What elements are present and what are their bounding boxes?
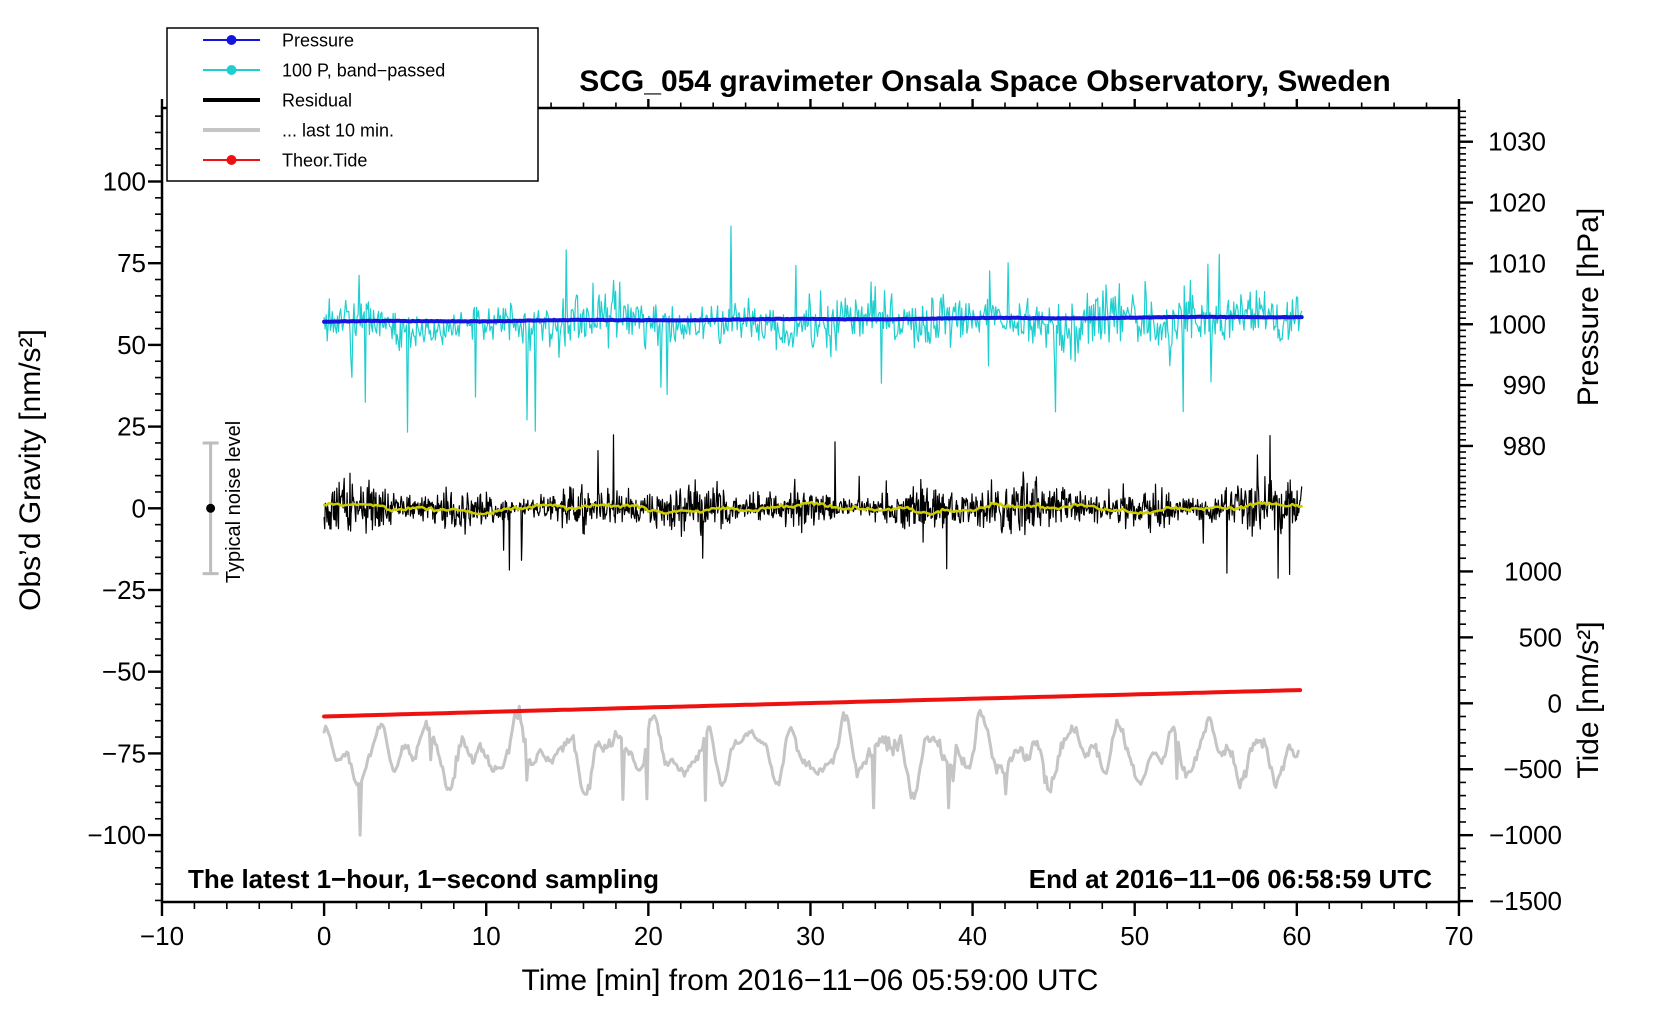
legend-sample-dot [226, 35, 237, 45]
time-tick-label: 50 [1120, 921, 1149, 951]
legend: Pressure 100 P, band−passed Residual ... la… [166, 27, 539, 182]
pressure-tick-label: 1010 [1488, 248, 1546, 278]
pressure-axis-title: Pressure [hPa] [1572, 208, 1605, 406]
chart-title: SCG_054 gravimeter Onsala Space Observat… [579, 65, 1391, 98]
legend-item-label: Pressure [282, 31, 354, 51]
gravity-tick-label: 0 [132, 493, 146, 523]
end-time-note: End at 2016−11−06 06:58:59 UTC [1029, 864, 1432, 894]
tide-tick-label: 1000 [1504, 556, 1562, 586]
tide-axis-title: Tide [nm/s²] [1572, 621, 1605, 778]
gravity-tick-label: 25 [117, 412, 146, 442]
pressure-tick-label: 1030 [1488, 127, 1546, 157]
gravity-tick-label: 50 [117, 330, 146, 360]
data-series [322, 225, 1304, 837]
gravity-tick-label: −100 [87, 820, 146, 850]
pressure-tick-label: 980 [1503, 431, 1546, 461]
pressure-tick-label: 1020 [1488, 188, 1546, 218]
tide-tick-label: −1000 [1489, 820, 1562, 850]
gravity-tick-label: 75 [117, 248, 146, 278]
legend-sample-dot [226, 155, 237, 165]
legend-sample-dot [226, 65, 237, 75]
time-tick-label: 70 [1444, 921, 1473, 951]
tide-tick-label: 0 [1548, 688, 1562, 718]
pressure-tick-label: 990 [1503, 370, 1546, 400]
series-theor-tide [322, 688, 1303, 719]
time-tick-label: 0 [317, 921, 331, 951]
noise-level-indicator [202, 441, 219, 576]
gravity-tick-label: −25 [102, 575, 146, 605]
series--last-10-min- [322, 704, 1300, 837]
series-residual-low-pass [322, 500, 1303, 516]
legend-box [166, 27, 539, 182]
series-pressure [322, 314, 1304, 324]
time-tick-label: 10 [472, 921, 501, 951]
time-tick-label: 40 [958, 921, 987, 951]
gravity-axis-title: Obs’d Gravity [nm/s²] [14, 329, 47, 611]
legend-item-label: Theor.Tide [282, 151, 367, 171]
plot-frame [160, 106, 1461, 904]
tide-tick-label: −500 [1503, 754, 1562, 784]
time-tick-label: 30 [796, 921, 825, 951]
noise-level-label: Typical noise level [223, 421, 245, 583]
tide-tick-label: 500 [1519, 622, 1562, 652]
gravity-tick-label: −75 [102, 738, 146, 768]
legend-item-label: 100 P, band−passed [282, 61, 445, 81]
legend-item-label: ... last 10 min. [282, 121, 394, 141]
gravity-tick-label: −50 [102, 657, 146, 687]
time-tick-label: 20 [634, 921, 663, 951]
time-tick-label: 60 [1282, 921, 1311, 951]
series-100-p-band-passed [323, 225, 1303, 433]
noise-center-dot [206, 503, 216, 513]
legend-item-label: Residual [282, 91, 352, 111]
sampling-note: The latest 1−hour, 1−second sampling [188, 864, 659, 894]
tide-tick-label: −1500 [1489, 886, 1562, 916]
series-residual [323, 434, 1303, 579]
time-tick-label: −10 [140, 921, 184, 951]
gravity-tick-label: 100 [103, 167, 146, 197]
time-axis-title: Time [min] from 2016−11−06 05:59:00 UTC [522, 964, 1099, 997]
pressure-tick-label: 1000 [1488, 309, 1546, 339]
